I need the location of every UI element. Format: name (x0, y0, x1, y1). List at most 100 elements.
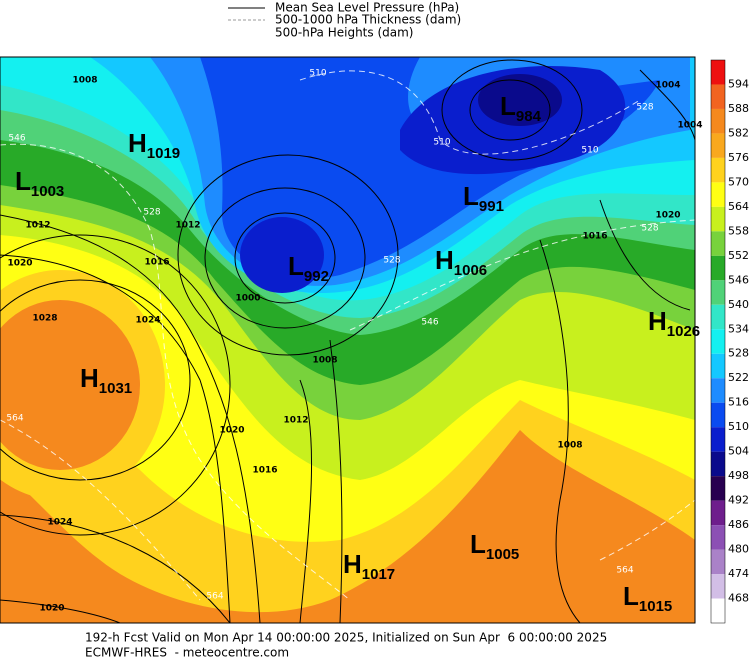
center-value: 992 (304, 268, 329, 285)
colorbar-swatch (711, 402, 725, 428)
isobar-label: 1016 (582, 232, 607, 242)
colorbar-swatch (711, 133, 725, 158)
colorbar-frame (710, 59, 726, 624)
center-value: 1006 (454, 262, 487, 279)
colorbar-label: 534 (728, 322, 749, 335)
colorbar-label: 510 (728, 420, 749, 433)
footer-text: 192-h Fcst Valid on Mon Apr 14 00:00:00 … (85, 631, 607, 645)
colorbar-label: 522 (728, 371, 749, 384)
colorbar-swatch (711, 255, 725, 281)
colorbar-label: 588 (728, 102, 749, 115)
isobar-label: 1008 (312, 356, 337, 366)
isobar-label: 1028 (32, 314, 57, 324)
thickness-label: 528 (636, 103, 653, 113)
center-value: 1019 (147, 145, 180, 162)
thickness-label: 510 (309, 69, 326, 79)
colorbar-label: 594 (728, 77, 749, 90)
thickness-label: 510 (581, 146, 598, 156)
colorbar-label: 516 (728, 396, 749, 409)
center-value: 1031 (99, 380, 132, 397)
isobar-label: 1020 (7, 259, 32, 269)
center-letter: L (470, 529, 486, 559)
thickness-label: 510 (433, 138, 450, 148)
pressure-center: H1019 (128, 128, 180, 162)
center-value: 1017 (362, 566, 395, 583)
colorbar-label: 474 (728, 567, 749, 580)
isobar-label: 1012 (175, 221, 200, 231)
thickness-label: 528 (143, 208, 160, 218)
colorbar-swatch (711, 157, 725, 183)
thickness-label: 528 (383, 256, 400, 266)
pressure-center: L991 (463, 181, 504, 215)
center-letter: L (288, 251, 304, 281)
pressure-center: H1026 (648, 306, 700, 340)
footer-text: ECMWF-HRES - meteocentre.com (85, 646, 289, 658)
colorbar-swatch (711, 427, 725, 452)
isobar-label: 1000 (235, 294, 260, 304)
thickness-label: 528 (641, 224, 658, 234)
center-letter: L (500, 91, 516, 121)
center-value: 1005 (486, 546, 519, 563)
isobar-label: 1012 (25, 221, 50, 231)
colorbar-swatch (711, 525, 725, 550)
center-letter: L (15, 166, 31, 196)
center-value: 991 (479, 198, 504, 215)
isobar-label: 1004 (677, 121, 702, 131)
colorbar-swatch (711, 500, 725, 526)
pressure-center: L1015 (623, 581, 672, 615)
thickness-label: 546 (8, 134, 25, 144)
isobar-label: 1016 (144, 258, 169, 268)
thickness-label: 564 (616, 566, 633, 576)
map (0, 57, 695, 623)
colorbar-swatch (711, 549, 725, 575)
colorbar-label: 552 (728, 249, 749, 262)
pressure-center: H1017 (343, 549, 395, 583)
isobar-label: 1012 (283, 416, 308, 426)
thickness-label: 546 (421, 318, 438, 328)
center-letter: H (343, 549, 362, 579)
colorbar-swatch (711, 329, 725, 354)
colorbar-swatch (711, 280, 725, 305)
colorbar-swatch (711, 353, 725, 379)
pressure-center: H1031 (80, 363, 132, 397)
isobar-label: 1020 (219, 426, 244, 436)
colorbar-label: 492 (728, 494, 749, 507)
colorbar-swatch (711, 231, 725, 256)
isobar-label: 1016 (252, 466, 277, 476)
colorbar-label: 576 (728, 151, 749, 164)
center-letter: H (648, 306, 667, 336)
colorbar-label: 540 (728, 298, 749, 311)
isobar-label: 1024 (47, 518, 72, 528)
isobar-label: 1008 (72, 76, 97, 86)
colorbar-swatch (711, 598, 725, 623)
colorbar-label: 570 (728, 175, 749, 188)
legend-text: 500-1000 hPa Thickness (dam) (275, 13, 461, 27)
colorbar-swatch (711, 476, 725, 501)
colorbar-swatch (711, 182, 725, 207)
center-value: 1015 (639, 598, 672, 615)
colorbar-swatch (711, 378, 725, 403)
legend-text: 500-hPa Heights (dam) (275, 26, 413, 40)
isobar-label: 1004 (655, 81, 680, 91)
colorbar-swatch (711, 574, 725, 599)
pressure-center: L1005 (470, 529, 519, 563)
colorbar-label: 498 (728, 469, 749, 482)
colorbar-label: 546 (728, 273, 749, 286)
center-letter: H (435, 245, 454, 275)
colorbar-swatch (711, 60, 725, 85)
colorbar-swatch (711, 84, 725, 109)
center-value: 984 (516, 108, 542, 125)
isobar-label: 1020 (655, 211, 680, 221)
center-letter: H (128, 128, 147, 158)
center-value: 1026 (667, 323, 700, 340)
pressure-center: H1006 (435, 245, 487, 279)
isobar-label: 1020 (39, 604, 64, 614)
colorbar-swatch (711, 108, 725, 134)
colorbar-label: 504 (728, 445, 749, 458)
pressure-center: L984 (500, 91, 542, 125)
colorbar-label: 486 (728, 518, 749, 531)
colorbar-swatch (711, 451, 725, 477)
center-letter: L (463, 181, 479, 211)
isobar-label: 1008 (557, 441, 582, 451)
